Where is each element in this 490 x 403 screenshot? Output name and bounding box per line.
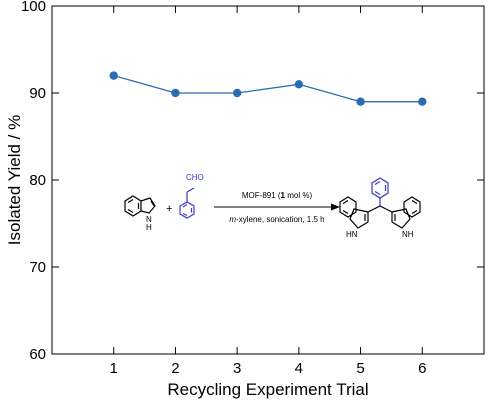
x-tick-label: 5 <box>356 360 364 377</box>
y-tick-label: 100 <box>21 0 46 15</box>
benzaldehyde-structure <box>179 187 195 219</box>
x-tick-label: 6 <box>418 360 426 377</box>
y-tick-label: 90 <box>29 85 46 102</box>
plus-sign: + <box>166 203 172 215</box>
data-point <box>109 71 118 80</box>
x-tick-label: 3 <box>233 360 241 377</box>
plot-frame <box>51 5 485 355</box>
reaction-scheme: N H + CHO MOF-891 (1 mol %) m-xylene, so… <box>124 173 421 239</box>
arrow-top-conditions: MOF-891 (1 mol %) <box>242 191 313 200</box>
y-tick-label: 80 <box>29 172 46 189</box>
x-tick-label: 2 <box>171 360 179 377</box>
y-tick-label: 60 <box>29 346 46 363</box>
x-tick-label: 4 <box>295 360 303 377</box>
reaction-arrowhead <box>331 203 340 211</box>
product-nh-left: HN <box>346 230 358 239</box>
x-axis-label: Recycling Experiment Trial <box>167 380 368 399</box>
indole-h-label: H <box>146 223 152 232</box>
indole-n-label: N <box>146 215 152 224</box>
aldehyde-label: CHO <box>186 173 204 182</box>
y-tick-label: 70 <box>29 259 46 276</box>
arrow-bottom-conditions: m-xylene, sonication, 1.5 h <box>229 215 324 224</box>
data-point <box>171 88 180 98</box>
x-tick-label: 1 <box>110 360 118 377</box>
data-point <box>294 80 304 89</box>
series-layer <box>109 71 427 106</box>
product-nh-right: NH <box>402 230 414 239</box>
data-point <box>356 97 365 106</box>
data-point <box>418 97 427 106</box>
y-axis-ticks: 60 70 80 90 100 <box>21 0 484 363</box>
indole-structure <box>124 195 156 217</box>
product-structure <box>339 177 421 229</box>
y-axis-label: Isolated Yield / % <box>5 115 24 245</box>
x-axis-ticks: 1 2 3 4 5 6 <box>110 6 426 377</box>
series-line <box>113 74 423 103</box>
data-point <box>232 88 242 98</box>
